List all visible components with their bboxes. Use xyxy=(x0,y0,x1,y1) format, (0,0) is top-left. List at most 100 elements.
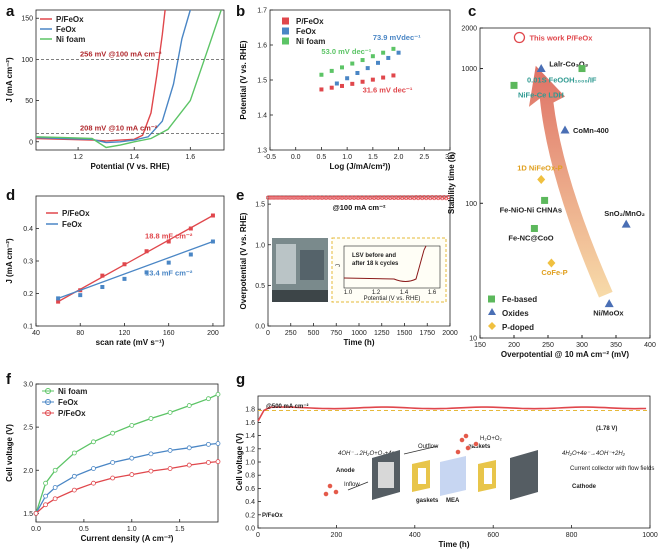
data-point xyxy=(418,195,423,200)
data-point xyxy=(366,195,371,200)
legend-label: P/FeOx xyxy=(58,409,86,418)
panel-a: 1.2 1.4 1.6 0 50 100 150 Potential (V vs. RHE) J… xyxy=(5,9,225,171)
data-point xyxy=(300,195,304,200)
panel-f: 0.0 0.5 1.0 1.5 1.5 2.0 2.5 3.0 Current density … xyxy=(5,382,221,543)
data-point xyxy=(406,195,411,200)
data-point-P-FeOx xyxy=(319,87,324,92)
data-point xyxy=(412,196,417,201)
data-point-fe-based xyxy=(530,224,538,232)
data-point xyxy=(436,196,441,201)
data-point-FeOx xyxy=(129,455,135,461)
y-tick-label: 1.4 xyxy=(257,113,267,120)
x-tick-label: 150 xyxy=(474,342,486,349)
data-point-FeOx xyxy=(206,441,211,447)
x-tick-label: 1750 xyxy=(419,330,435,337)
inset-axes xyxy=(343,245,441,289)
bubble-icon xyxy=(473,441,479,447)
data-point-FeOx xyxy=(334,81,339,86)
data-point xyxy=(400,196,405,201)
legend-label: FeOx xyxy=(56,25,77,34)
data-point xyxy=(320,195,325,200)
data-point xyxy=(410,195,415,200)
data-point xyxy=(428,196,433,201)
x-tick-label: 2.5 xyxy=(419,154,429,161)
data-point-P-FeOx xyxy=(56,299,61,304)
data-point-P-FeOx xyxy=(52,496,58,502)
data-point xyxy=(380,196,385,200)
data-point xyxy=(312,195,316,200)
y-tick-label: 1.2 xyxy=(245,446,255,453)
data-point xyxy=(386,195,391,200)
y-tick-label: 1.5 xyxy=(255,202,265,209)
data-point xyxy=(322,195,327,200)
data-point-oxide xyxy=(560,125,570,134)
x-tick-label: 250 xyxy=(542,342,554,349)
y-tick-label: 0.5 xyxy=(255,283,265,290)
y-tick-label: 100 xyxy=(21,57,33,64)
data-point xyxy=(442,195,447,200)
panel-label-f: f xyxy=(6,371,12,388)
data-point-FeOx xyxy=(110,460,116,465)
photo-element xyxy=(300,250,324,280)
data-point-P-FeOx xyxy=(391,73,396,78)
data-point-P-FeOx xyxy=(370,77,375,82)
data-point xyxy=(414,195,419,200)
data-point xyxy=(330,195,335,200)
data-point xyxy=(346,195,351,200)
x-tick-label: 400 xyxy=(409,532,421,539)
data-point xyxy=(318,195,323,200)
data-point xyxy=(424,196,429,201)
y-tick-label: 0.2 xyxy=(23,291,33,298)
x-axis-label: Potential (V vs. RHE) xyxy=(90,162,169,171)
data-point xyxy=(334,195,339,200)
bubble-icon xyxy=(333,489,339,495)
data-point xyxy=(444,196,449,201)
data-point xyxy=(316,195,320,200)
inset-lsv: LSV before and after 18 k cycles 1.0 1.2 1.4… xyxy=(331,237,447,303)
data-point-FeOx xyxy=(56,296,61,301)
data-point xyxy=(398,195,403,200)
data-point-Ni foam xyxy=(71,450,77,456)
data-point xyxy=(408,196,413,201)
data-point-FeOx xyxy=(122,276,127,281)
panel-label-a: a xyxy=(6,3,15,20)
data-point-this-work xyxy=(513,31,526,44)
data-point-FeOx xyxy=(355,71,360,75)
data-point-FeOx xyxy=(167,448,173,453)
cathode-plate xyxy=(510,450,538,500)
x-tick-label: 1.4 xyxy=(129,154,139,161)
legend-swatch xyxy=(488,308,496,315)
data-point xyxy=(266,195,270,200)
panel-g: 0 200 400 600 800 1000 0.0 0.2 0.4 0.6 0.8 1.0 1.2 1.… xyxy=(235,395,658,549)
series-line-Ni foam xyxy=(35,9,222,149)
y-axis-label: Cell voltage (V) xyxy=(235,433,244,491)
data-point-Ni foam xyxy=(167,410,173,415)
data-point xyxy=(368,196,373,200)
point-label: Ni/MoOx xyxy=(593,309,624,318)
data-point-P-FeOx xyxy=(166,239,171,244)
panel-label-g: g xyxy=(236,371,245,388)
data-point-P-FeOx xyxy=(167,466,173,471)
y-tick-label: 1.5 xyxy=(257,78,267,85)
y-tick-label: 0.0 xyxy=(245,526,255,533)
data-point-P-FeOx xyxy=(206,460,211,465)
data-point-fe-based xyxy=(578,65,586,73)
data-point xyxy=(446,195,451,199)
y-tick-label: 1.7 xyxy=(257,8,267,15)
legend-swatch xyxy=(282,37,289,45)
inflow-label: Inflow xyxy=(344,482,360,488)
x-tick-label: 1.5 xyxy=(368,154,378,161)
data-point-FeOx xyxy=(188,252,193,257)
x-tick-label: 120 xyxy=(119,330,131,337)
panel-d: 40 80 120 160 200 0.1 0.2 0.3 0.4 scan rate (mV s… xyxy=(5,195,225,347)
panel-c: 150 200 250 300 350 400 10 100 1000 2000 Overpoten… xyxy=(447,26,656,360)
data-point xyxy=(426,195,431,200)
data-point-Ni foam xyxy=(186,403,192,408)
data-point xyxy=(404,196,409,201)
data-point xyxy=(430,195,435,200)
data-point xyxy=(272,195,276,200)
y-tick-label: 2000 xyxy=(461,26,477,33)
x-tick-label: 200 xyxy=(207,330,219,337)
plot-frame xyxy=(479,27,651,339)
data-point-Ni foam xyxy=(370,54,375,59)
